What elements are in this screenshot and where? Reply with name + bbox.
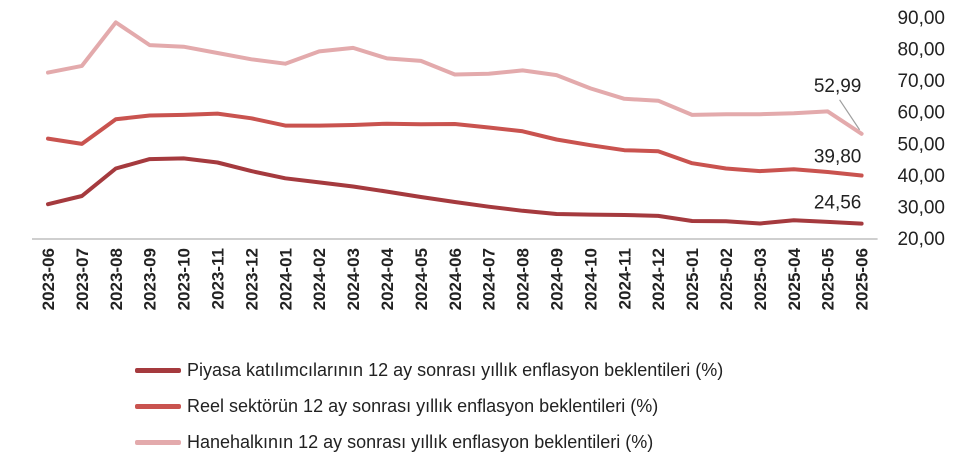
legend-swatch-piyasa (135, 367, 181, 373)
legend: Piyasa katılımcılarının 12 ay sonrası yı… (135, 352, 723, 460)
x-tick-label: 2023-06 (39, 248, 58, 310)
x-tick-label: 2024-12 (649, 248, 668, 310)
x-tick-label: 2023-08 (107, 248, 126, 310)
data-labels: 24,56 39,80 52,99 (814, 76, 862, 214)
x-tick-label: 2024-07 (480, 248, 499, 310)
series-line-0 (46, 156, 864, 226)
series-line-1 (46, 111, 864, 178)
legend-label-reel: Reel sektörün 12 ay sonrası yıllık enfla… (187, 395, 659, 416)
x-tick-label: 2023-07 (73, 248, 92, 310)
series-layer (46, 20, 864, 226)
y-tick-label: 90,00 (897, 8, 945, 29)
x-tick-label: 2024-11 (615, 248, 634, 309)
y-tick-label: 70,00 (897, 71, 945, 92)
x-axis-ticks: 2023-06 2023-07 2023-08 2023-09 2023-10 2023-… (39, 247, 872, 310)
legend-label-hanehalki: Hanehalkının 12 ay sonrası yıllık enflas… (187, 431, 654, 452)
x-tick-label: 2024-06 (446, 248, 465, 310)
legend-item-piyasa: Piyasa katılımcılarının 12 ay sonrası yı… (135, 352, 723, 388)
x-tick-label: 2025-03 (751, 248, 770, 310)
x-tick-label: 2024-03 (344, 248, 363, 310)
y-axis-ticks: 20,00 30,00 40,00 50,00 60,00 70,00 80,00 90,00 (897, 8, 945, 250)
y-tick-label: 80,00 (897, 40, 945, 61)
x-tick-label: 2025-06 (853, 248, 872, 310)
legend-item-reel: Reel sektörün 12 ay sonrası yıllık enfla… (135, 388, 723, 424)
y-tick-label: 20,00 (897, 229, 945, 250)
y-tick-label: 50,00 (897, 134, 945, 155)
x-tick-label: 2025-01 (683, 248, 702, 310)
x-tick-label: 2023-09 (141, 248, 160, 310)
y-tick-label: 40,00 (897, 166, 945, 187)
data-label-leader-line (839, 99, 861, 131)
x-tick-label: 2025-04 (785, 247, 804, 310)
x-tick-label: 2023-11 (209, 248, 228, 309)
x-tick-label: 2024-04 (378, 247, 397, 310)
y-tick-label: 60,00 (897, 103, 945, 124)
x-tick-label: 2024-09 (548, 248, 567, 310)
data-label-0: 24,56 (814, 193, 862, 214)
x-tick-label: 2025-05 (819, 248, 838, 310)
x-tick-label: 2024-01 (276, 248, 295, 310)
y-tick-label: 30,00 (897, 197, 945, 218)
x-tick-label: 2023-12 (242, 248, 261, 310)
legend-item-hanehalki: Hanehalkının 12 ay sonrası yıllık enflas… (135, 424, 723, 460)
x-tick-label: 2024-10 (581, 248, 600, 310)
x-tick-label: 2024-08 (514, 248, 533, 310)
x-tick-label: 2025-02 (717, 248, 736, 310)
data-label-1: 39,80 (814, 146, 862, 167)
legend-swatch-reel (135, 403, 181, 409)
series-line-2 (46, 20, 864, 136)
legend-swatch-hanehalki (135, 439, 181, 445)
x-tick-label: 2024-05 (412, 248, 431, 310)
x-tick-label: 2023-10 (175, 248, 194, 310)
data-label-2: 52,99 (814, 76, 862, 97)
x-tick-label: 2024-02 (310, 248, 329, 310)
legend-label-piyasa: Piyasa katılımcılarının 12 ay sonrası yı… (187, 359, 724, 380)
